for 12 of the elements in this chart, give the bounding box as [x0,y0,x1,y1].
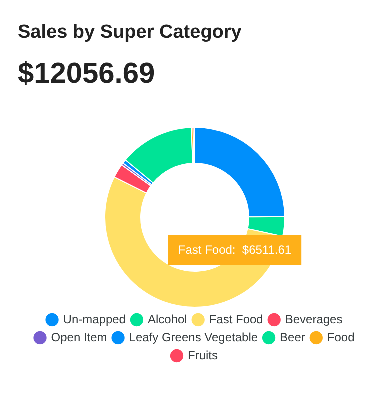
legend-label: Fruits [188,348,218,362]
legend-label: Beverages [285,312,343,326]
legend-label: Open Item [51,330,108,344]
chart-title: Sales by Super Category [18,22,242,44]
legend-label: Leafy Greens Vegetable [129,330,258,344]
chart-subtitle: $12056.69 [18,58,156,91]
legend-label: Fast Food [209,312,264,326]
legend-label: Food [327,330,355,344]
text: Fast Food: $6511.61 [178,242,292,257]
legend-label: Alcohol [148,312,188,326]
legend-label: Beer [280,330,306,344]
legend-label: Un-mapped [63,312,126,326]
